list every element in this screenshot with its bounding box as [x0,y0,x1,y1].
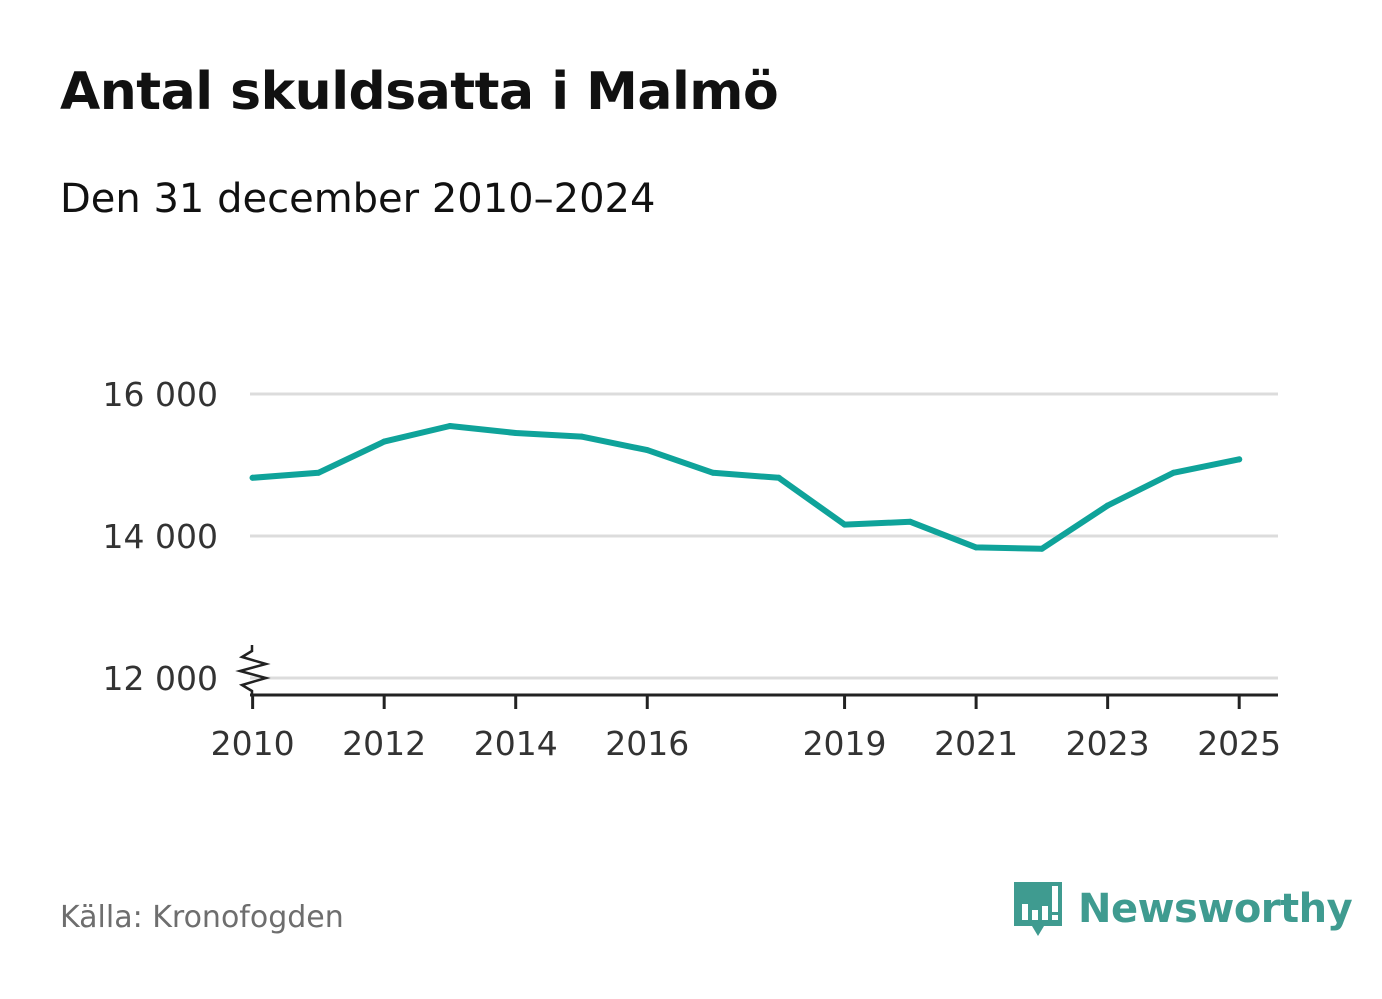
brand-logo: Newsworthy [1010,878,1353,940]
x-tick-label: 2019 [803,724,887,763]
data-point [775,474,782,481]
x-tick-label: 2025 [1197,724,1281,763]
brand-name: Newsworthy [1078,886,1353,932]
x-axis [235,645,1278,697]
x-tick-label: 2016 [605,724,689,763]
data-point [644,447,651,454]
y-tick-label: 16 000 [103,375,218,414]
data-point [1236,456,1243,463]
data-point [907,518,914,525]
x-tick-label: 2012 [342,724,426,763]
data-point [249,474,256,481]
data-point [512,430,519,437]
data-point [1104,502,1111,509]
source-note: Källa: Kronofogden [60,900,344,935]
data-point [446,422,453,429]
axis-break-mark [235,645,271,695]
y-axis-ticks: 12 000 14 000 16 000 [103,375,218,698]
x-tick-label: 2021 [934,724,1018,763]
x-tick-label: 2014 [474,724,558,763]
data-point [841,521,848,528]
data-point [1038,545,1045,552]
series-lines [249,422,1243,552]
data-point [1170,469,1177,476]
series-line [249,423,1243,552]
data-point [578,433,585,440]
chart-subtitle: Den 31 december 2010–2024 [60,176,656,222]
chart-title: Antal skuldsatta i Malmö [60,62,779,122]
gridlines [250,392,1278,680]
data-point [381,438,388,445]
data-point [710,469,717,476]
y-tick-label: 14 000 [103,517,218,556]
x-tick-label: 2010 [211,724,295,763]
x-tick-label: 2023 [1066,724,1150,763]
data-point [315,469,322,476]
data-point [973,544,980,551]
x-axis-ticks: 2010 2012 2014 2016 2019 2021 2023 2025 [211,695,1281,763]
newsworthy-logo-icon [1014,882,1062,936]
y-tick-label: 12 000 [103,659,218,698]
